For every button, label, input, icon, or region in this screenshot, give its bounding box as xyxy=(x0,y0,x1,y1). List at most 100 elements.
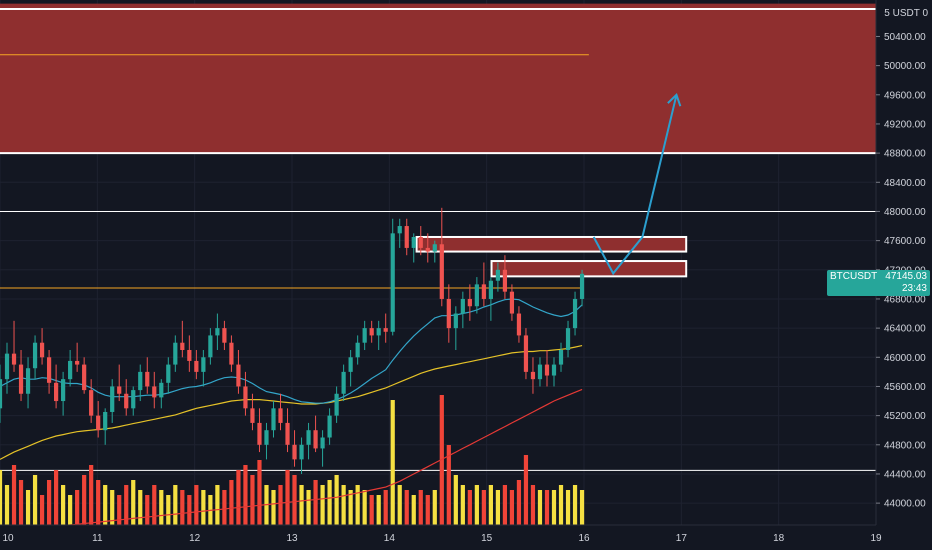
candle-body xyxy=(4,353,10,380)
candle-body xyxy=(18,364,24,394)
candle-body xyxy=(264,430,269,445)
volume-bar xyxy=(579,490,585,525)
candle-body xyxy=(145,371,150,387)
time-axis[interactable]: 10 11 12 13 14 15 16 17 18 19 xyxy=(0,524,932,550)
time-tick-label: 13 xyxy=(286,533,298,544)
volume-bar xyxy=(376,495,381,525)
candle-body xyxy=(257,422,262,445)
price-tick-label: 45600.00 xyxy=(884,382,926,393)
candle-body xyxy=(327,415,332,438)
price-tick-label: 46800.00 xyxy=(884,294,926,305)
candle-body xyxy=(362,328,367,343)
volume-bar xyxy=(25,490,31,525)
candle-body xyxy=(159,382,164,398)
volume-bar xyxy=(159,490,164,525)
candle-body xyxy=(68,360,73,380)
volume-bar xyxy=(257,460,262,525)
time-tick-label: 18 xyxy=(773,533,785,544)
volume-bar xyxy=(355,485,360,525)
candle-body xyxy=(61,379,66,402)
price-tick-label: 48000.00 xyxy=(884,207,926,218)
volume-bar xyxy=(187,495,192,525)
candle-body xyxy=(292,444,297,460)
price-tick-label: 50000.00 xyxy=(884,61,926,72)
candle-body xyxy=(488,280,493,299)
candle-body xyxy=(117,386,122,394)
candle-body xyxy=(453,313,458,329)
candle-body xyxy=(572,298,578,329)
ma-slow-line xyxy=(0,388,583,541)
candle-body xyxy=(306,430,311,445)
candle-body xyxy=(152,386,157,398)
volume-bar xyxy=(544,490,550,525)
time-axis-background xyxy=(0,525,932,550)
candle-body xyxy=(180,342,185,350)
volume-bar xyxy=(215,485,220,525)
volume-bar xyxy=(243,465,248,525)
candle-body xyxy=(187,350,192,361)
candle-body xyxy=(0,379,3,409)
volume-bar xyxy=(460,485,465,525)
candle-body xyxy=(313,430,318,449)
time-tick-label: 17 xyxy=(676,533,688,544)
candlesticks xyxy=(0,207,585,474)
candle-body xyxy=(467,298,472,307)
candle-body xyxy=(523,335,529,372)
last-price-tag: BTCUSDT 47145.03 23:43 xyxy=(827,270,930,296)
candle-body xyxy=(96,415,101,431)
candle-body xyxy=(579,273,585,299)
volume-bar xyxy=(481,490,486,525)
volume-bar xyxy=(173,485,178,525)
volume-bar xyxy=(362,490,367,525)
volume-bar xyxy=(131,480,136,525)
volume-bar xyxy=(558,485,564,525)
volume-bar xyxy=(124,485,129,525)
volume-bar xyxy=(537,490,543,525)
volume-bar xyxy=(39,495,45,525)
price-tick-label: 50400.00 xyxy=(884,32,926,43)
candle-body xyxy=(509,291,515,314)
time-tick-label: 10 xyxy=(2,533,14,544)
candle-body xyxy=(376,328,381,336)
volume-bar xyxy=(89,465,94,525)
candle-body xyxy=(110,386,115,412)
candle-body xyxy=(25,368,31,394)
candle-body xyxy=(194,360,199,372)
volume-bar xyxy=(138,490,143,525)
volume-bar xyxy=(474,485,479,525)
volume-bar xyxy=(453,475,458,525)
volume-bar xyxy=(292,475,297,525)
price-tick-label: 48800.00 xyxy=(884,149,926,160)
candle-body xyxy=(474,284,479,307)
volume-bar xyxy=(523,455,529,525)
volume-bar xyxy=(117,495,122,525)
volume-bar xyxy=(194,485,199,525)
axis-zero: 0 xyxy=(922,8,928,19)
volume-bar xyxy=(299,485,304,525)
volume-bar xyxy=(341,485,346,525)
volume-bar xyxy=(320,485,325,525)
projection-arrowhead xyxy=(667,92,682,107)
supply-zones[interactable] xyxy=(0,3,876,278)
horizontal-lines[interactable] xyxy=(0,8,876,471)
candle-body xyxy=(75,360,80,365)
projection-arrow[interactable] xyxy=(592,92,682,276)
price-tick-label: 49200.00 xyxy=(884,119,926,130)
volume-bar xyxy=(313,480,318,525)
candle-body xyxy=(285,422,290,445)
volume-bar xyxy=(250,475,255,525)
volume-bar xyxy=(75,490,80,525)
price-tick-label: 48400.00 xyxy=(884,178,926,189)
candle-body xyxy=(103,411,108,431)
candle-body xyxy=(89,390,94,416)
candle-body xyxy=(208,335,213,358)
axis-unit-label: 5 USDT 0 xyxy=(884,8,928,19)
volume-bar xyxy=(397,485,402,525)
price-tick-label: 44000.00 xyxy=(884,499,926,510)
candle-body xyxy=(222,328,227,343)
candle-body xyxy=(348,357,353,372)
price-tick-label: 44800.00 xyxy=(884,440,926,451)
volume-bar xyxy=(495,490,501,525)
candle-body xyxy=(397,226,402,234)
